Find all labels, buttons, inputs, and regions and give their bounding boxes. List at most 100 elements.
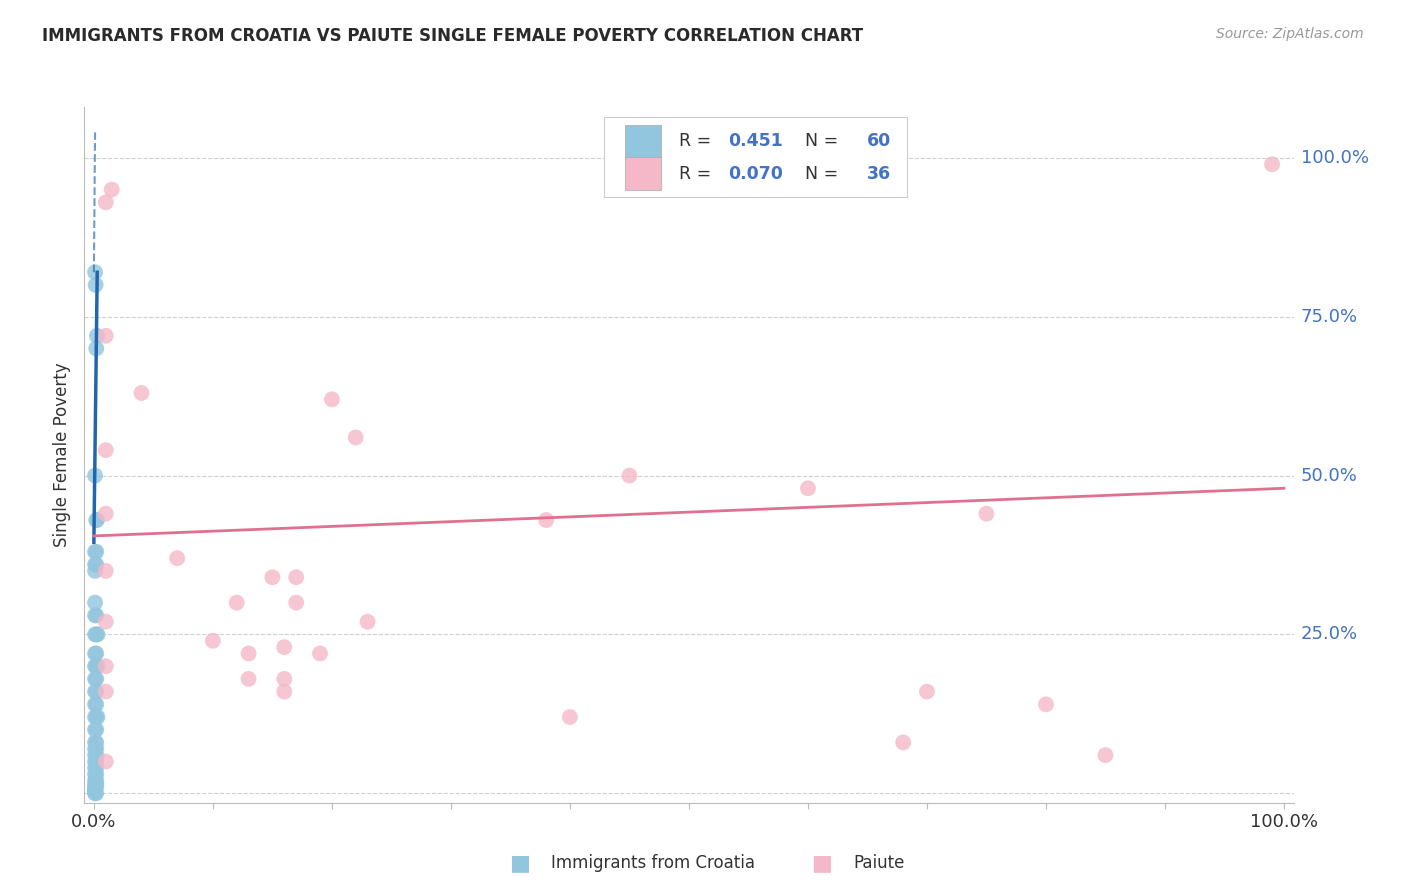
Point <box>84 783 107 797</box>
Point <box>84 780 107 794</box>
Point <box>84 773 107 788</box>
Point <box>262 570 284 584</box>
Text: 50.0%: 50.0% <box>1301 467 1357 484</box>
Point <box>84 723 107 737</box>
Text: 0.451: 0.451 <box>728 132 783 151</box>
Point <box>86 328 108 343</box>
Text: IMMIGRANTS FROM CROATIA VS PAIUTE SINGLE FEMALE POVERTY CORRELATION CHART: IMMIGRANTS FROM CROATIA VS PAIUTE SINGLE… <box>42 27 863 45</box>
Point <box>84 659 107 673</box>
Point <box>84 777 107 791</box>
Point <box>84 755 107 769</box>
Point <box>84 647 107 661</box>
Point <box>84 781 107 796</box>
Point <box>84 672 107 686</box>
Point <box>84 627 107 641</box>
Text: N =: N = <box>794 164 844 183</box>
Point <box>94 328 117 343</box>
Point <box>86 513 108 527</box>
Point <box>309 647 332 661</box>
Point <box>94 615 117 629</box>
Point <box>84 710 107 724</box>
Point <box>84 761 107 775</box>
Text: R =: R = <box>679 164 717 183</box>
Point <box>534 513 557 527</box>
Point <box>84 761 107 775</box>
Point <box>1035 698 1057 712</box>
Text: 36: 36 <box>866 164 891 183</box>
FancyBboxPatch shape <box>605 118 907 197</box>
Point <box>84 710 107 724</box>
Point <box>84 755 107 769</box>
Point <box>84 545 107 559</box>
Point <box>84 786 107 800</box>
Point <box>84 786 107 800</box>
Point <box>201 633 224 648</box>
Point <box>273 684 295 698</box>
Point <box>84 659 107 673</box>
Point <box>321 392 343 407</box>
Point <box>84 608 107 623</box>
Text: ■: ■ <box>813 854 832 873</box>
Point <box>94 507 117 521</box>
Point <box>84 558 107 572</box>
Point <box>84 672 107 686</box>
Point <box>84 545 107 559</box>
Point <box>94 564 117 578</box>
Text: 25.0%: 25.0% <box>1301 625 1358 643</box>
Point <box>84 265 107 279</box>
Text: ■: ■ <box>510 854 530 873</box>
Y-axis label: Single Female Poverty: Single Female Poverty <box>53 363 72 547</box>
Point <box>1261 157 1284 171</box>
Point <box>84 773 107 788</box>
Point <box>84 777 107 791</box>
Point <box>84 748 107 763</box>
Point <box>84 558 107 572</box>
Point <box>131 386 153 401</box>
Point <box>94 195 117 210</box>
Point <box>84 684 107 698</box>
Point <box>356 615 378 629</box>
Point <box>915 684 938 698</box>
Point <box>273 640 295 654</box>
Point <box>797 481 820 495</box>
Point <box>84 342 107 356</box>
Point <box>94 659 117 673</box>
Point <box>94 443 117 458</box>
Text: 75.0%: 75.0% <box>1301 308 1358 326</box>
Point <box>84 513 107 527</box>
Point <box>238 672 260 686</box>
Point <box>238 647 260 661</box>
Point <box>84 596 107 610</box>
Point <box>84 564 107 578</box>
Point <box>84 748 107 763</box>
Point <box>84 698 107 712</box>
Point <box>344 430 367 444</box>
Point <box>84 782 107 797</box>
Point <box>86 659 108 673</box>
Point <box>86 627 108 641</box>
Text: 0.070: 0.070 <box>728 164 783 183</box>
Point <box>84 784 107 798</box>
Point <box>285 570 308 584</box>
Point <box>619 468 641 483</box>
Point <box>891 735 914 749</box>
Point <box>84 767 107 781</box>
Point <box>225 596 247 610</box>
Point <box>1094 748 1116 763</box>
Point <box>84 684 107 698</box>
Point <box>94 684 117 698</box>
Text: R =: R = <box>679 132 717 151</box>
Text: Immigrants from Croatia: Immigrants from Croatia <box>551 855 755 872</box>
Text: 60: 60 <box>866 132 891 151</box>
Point <box>84 741 107 756</box>
Point <box>84 608 107 623</box>
Point <box>84 735 107 749</box>
Point <box>84 627 107 641</box>
Text: 100.0%: 100.0% <box>1301 149 1368 167</box>
FancyBboxPatch shape <box>624 157 661 190</box>
Point <box>84 741 107 756</box>
Point <box>166 551 188 566</box>
Point <box>84 767 107 781</box>
Point <box>558 710 581 724</box>
Point <box>976 507 998 521</box>
